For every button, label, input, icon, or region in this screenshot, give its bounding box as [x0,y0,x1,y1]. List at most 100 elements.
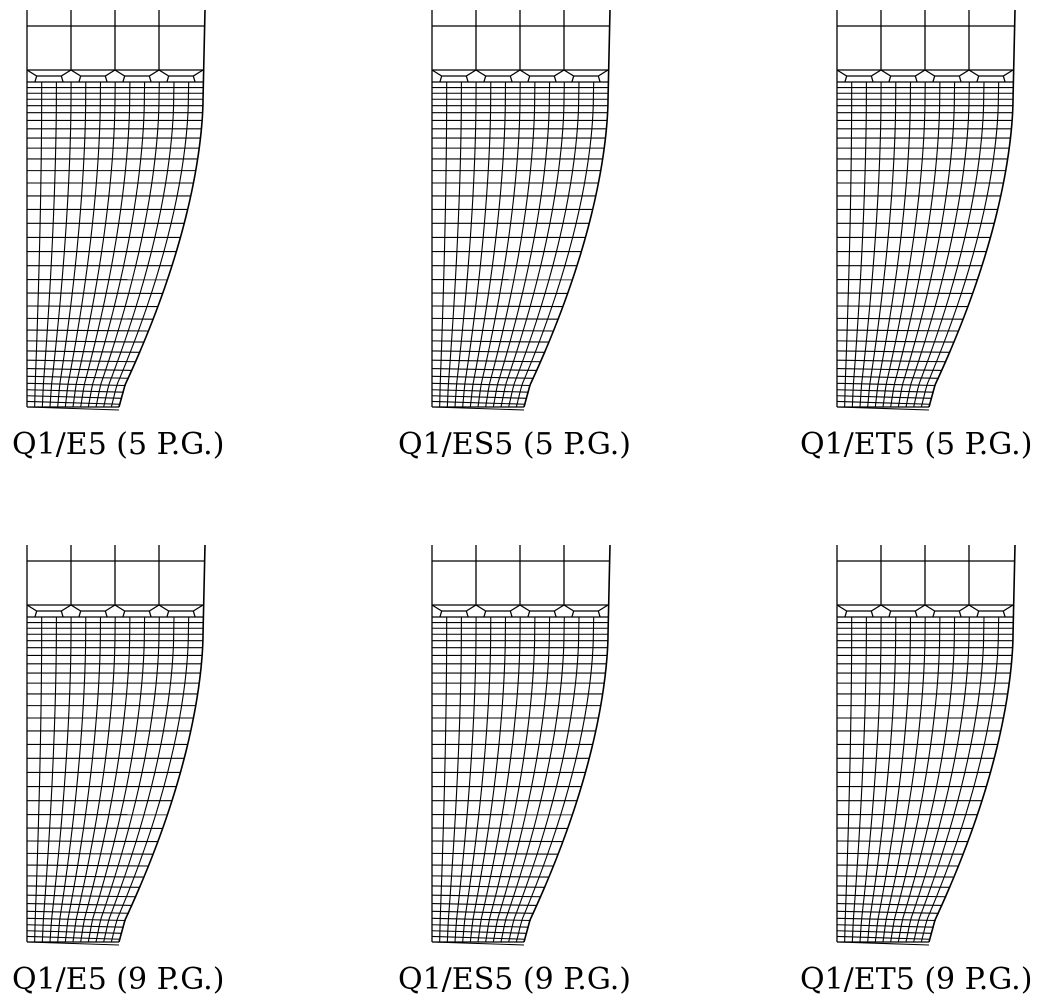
mesh-column-line [34,616,43,943]
mesh-transition-edge [483,75,487,83]
mesh-transition-element [475,604,521,612]
mesh-transition-edge [527,75,531,83]
mesh-column-line [41,616,57,943]
mesh-right-boundary [523,544,611,943]
mesh-transition-edge [60,75,64,83]
mesh-column-line [859,616,882,943]
mesh-transition-edge [78,75,82,83]
mesh-transition-edge [34,610,38,618]
mesh-transition-edge [553,75,557,83]
mesh-column-line [485,616,536,943]
mesh-transition-edge [465,610,469,618]
mesh-column-line [41,81,57,408]
mesh-column-line [87,616,146,943]
mesh-transition-element [563,604,609,612]
mesh-column-line [469,81,507,408]
mesh-transition-edge [932,75,936,83]
mesh-transition-edge [976,75,980,83]
mesh-transition-element [880,604,926,612]
mesh-transition-element [26,69,72,77]
mesh-transition-edge [914,75,918,83]
mesh-transition-edge [465,75,469,83]
mesh-transition-element [563,69,609,77]
mesh-column-line [867,81,897,408]
mesh-panel-q1-et5-9pg [836,544,1016,946]
mesh-transition-edge [439,610,443,618]
mesh-column-line [57,81,87,408]
mesh-column-line [95,81,160,408]
mesh-column-line [844,81,853,408]
mesh-column-line [110,81,190,408]
mesh-column-line [103,81,175,408]
mesh-column-line [49,81,72,408]
mesh-column-line [462,81,492,408]
mesh-column-line [454,81,477,408]
mesh-column-line [469,616,507,943]
mesh-column-line [890,81,941,408]
mesh-column-line [920,81,1000,408]
mesh-transition-edge [597,75,601,83]
mesh-transition-edge [104,75,108,83]
mesh-column-line [446,616,462,943]
mesh-column-line [492,616,551,943]
mesh-panel-q1-e5-5pg [26,9,206,411]
mesh-transition-element [70,604,116,612]
mesh-transition-edge [166,610,170,618]
mesh-transition-edge [958,75,962,83]
mesh-transition-edge [148,75,152,83]
mesh-transition-element [114,604,160,612]
mesh-transition-element [431,69,477,77]
mesh-transition-element [475,69,521,77]
panel-caption: Q1/E5 (5 P.G.) [12,427,225,462]
mesh-column-line [859,81,882,408]
mesh-column-line [882,616,926,943]
mesh-right-boundary [118,544,206,943]
mesh-transition-edge [870,75,874,83]
mesh-transition-edge [571,610,575,618]
mesh-transition-edge [1002,75,1006,83]
mesh-panel-q1-es5-9pg [431,544,611,946]
mesh-column-line [913,81,985,408]
panel-caption: Q1/ES5 (5 P.G.) [398,427,631,462]
mesh-right-boundary [118,9,206,408]
mesh-column-line [462,616,492,943]
mesh-column-line [95,616,160,943]
mesh-transition-element [519,69,565,77]
mesh-column-line [57,616,87,943]
mesh-transition-edge [122,610,126,618]
mesh-column-line [508,81,580,408]
mesh-column-line [844,616,853,943]
mesh-transition-edge [1002,610,1006,618]
mesh-transition-edge [888,75,892,83]
mesh-transition-edge [509,610,513,618]
mesh-column-line [905,81,970,408]
mesh-column-line [882,81,926,408]
mesh-transition-edge [148,610,152,618]
mesh-transition-edge [527,610,531,618]
mesh-right-boundary [523,9,611,408]
mesh-transition-element [26,604,72,612]
mesh-transition-element [924,604,970,612]
mesh-transition-edge [60,610,64,618]
mesh-transition-edge [976,610,980,618]
mesh-transition-edge [844,75,848,83]
mesh-transition-edge [932,610,936,618]
mesh-transition-element [836,604,882,612]
mesh-column-line [439,81,448,408]
mesh-transition-edge [166,75,170,83]
mesh-column-line [500,81,565,408]
mesh-panel-q1-e5-9pg [26,544,206,946]
mesh-transition-edge [553,610,557,618]
mesh-transition-element [158,604,204,612]
mesh-column-line [477,616,521,943]
mesh-column-line [851,616,867,943]
mesh-column-line [874,81,912,408]
mesh-column-line [446,81,462,408]
mesh-transition-element [431,604,477,612]
mesh-transition-edge [192,610,196,618]
mesh-column-line [508,616,580,943]
panel-caption: Q1/ET5 (5 P.G.) [800,427,1033,462]
mesh-column-line [34,81,43,408]
mesh-column-line [110,616,190,943]
